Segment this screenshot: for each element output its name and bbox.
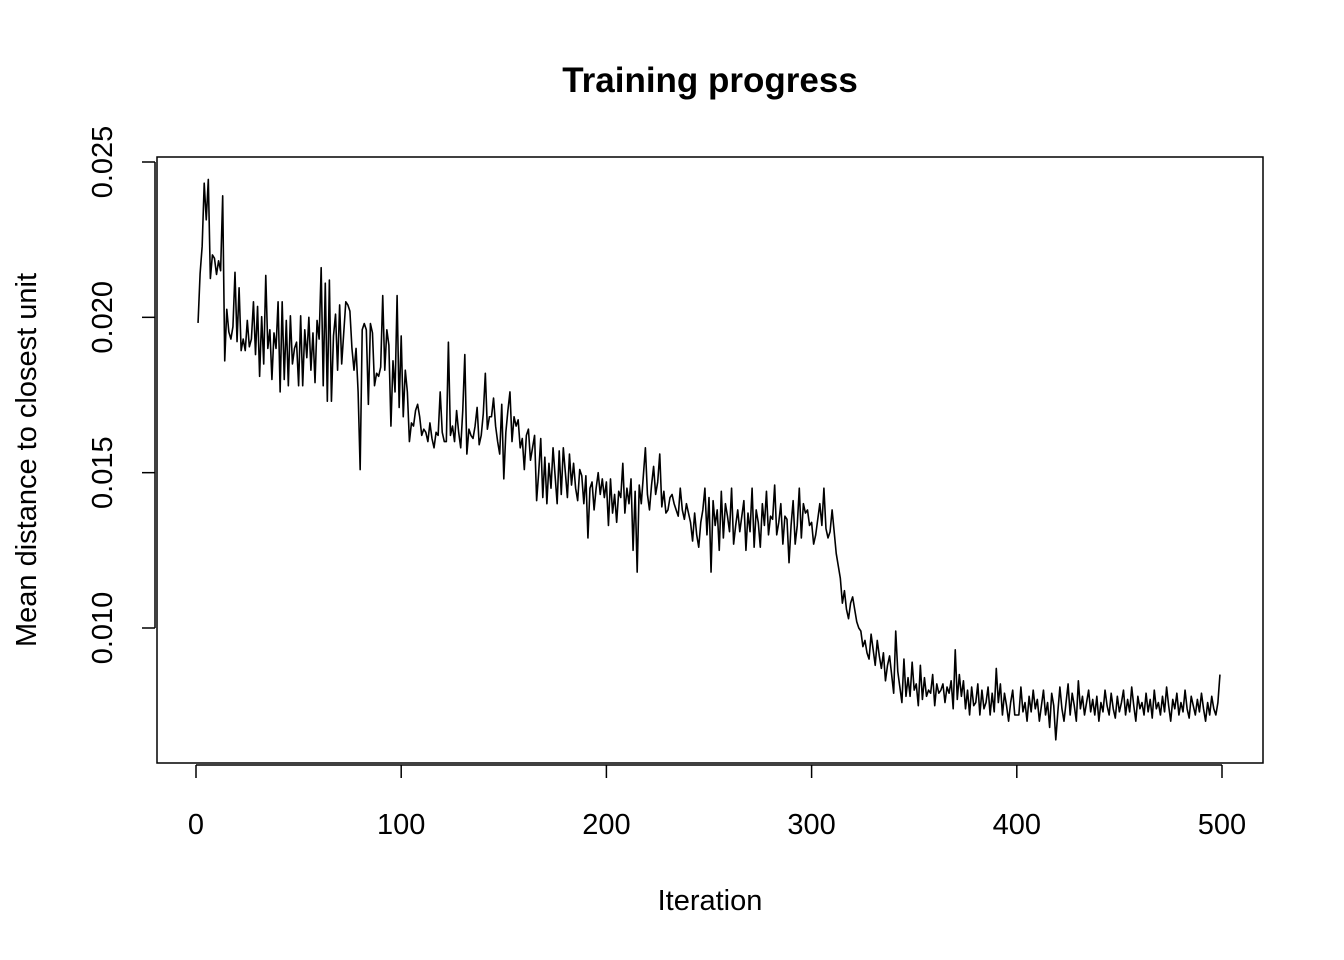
y-axis: 0.010 0.015 0.020 0.025 xyxy=(87,126,156,665)
y-tick-label: 0.010 xyxy=(87,592,119,665)
y-tick-label: 0.015 xyxy=(87,436,119,509)
x-tick-label: 100 xyxy=(377,809,425,841)
x-tick-label: 300 xyxy=(787,809,835,841)
plot-area-frame xyxy=(156,156,1264,764)
series-line xyxy=(197,178,1221,741)
x-tick-label: 0 xyxy=(188,809,204,841)
series-group xyxy=(197,178,1221,741)
x-axis-label: Iteration xyxy=(658,885,763,917)
x-tick-label: 500 xyxy=(1198,809,1246,841)
x-axis: 0 100 200 300 400 500 xyxy=(188,764,1246,841)
y-axis-label: Mean distance to closest unit xyxy=(11,273,43,647)
chart-title: Training progress xyxy=(562,61,858,100)
x-tick-label: 400 xyxy=(993,809,1041,841)
x-tick-label: 200 xyxy=(582,809,630,841)
y-tick-label: 0.020 xyxy=(87,281,119,354)
y-tick-label: 0.025 xyxy=(87,126,119,199)
